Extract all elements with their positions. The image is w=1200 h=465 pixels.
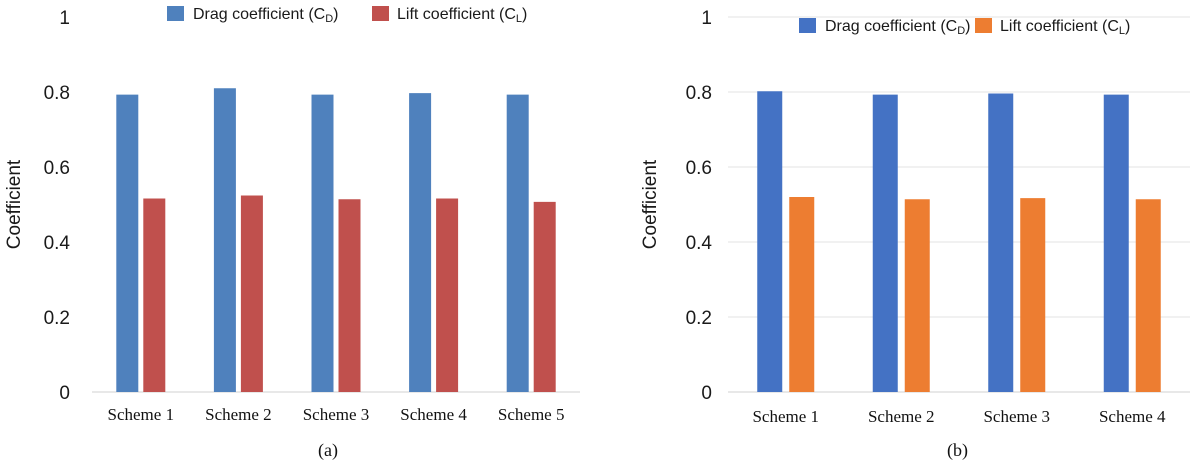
drag-bar [1103,94,1129,392]
drag-bar [757,91,783,392]
lift-bar [143,198,166,392]
drag-bar [409,93,432,392]
lift-bar [1135,199,1161,392]
y-tick-label: 0.4 [686,233,713,254]
chart-panel-b: 0 0.2 0.4 0.6 0.8 1 Coefficient Scheme 1 Scheme … [630,0,1200,465]
lift-bar [904,199,930,392]
drag-bar [506,94,529,392]
panel-label-b: (b) [947,440,968,460]
drag-bar [872,94,898,392]
panel-label-a: (a) [318,440,338,460]
y-tick-label: 1 [59,8,70,29]
x-tick-label: Scheme 4 [400,405,467,424]
legend-swatch [975,18,992,33]
y-tick-label: 0.8 [686,83,712,104]
chart-panel-a: 0 0.2 0.4 0.6 0.8 1 Coefficient Scheme 1 Scheme … [4,6,580,460]
drag-bar [311,94,334,392]
legend-label: Drag coefficient (CD) [193,6,338,25]
legend-label: Lift coefficient (CL) [1000,18,1130,37]
drag-bar [988,93,1014,392]
x-tick-label: Scheme 1 [752,407,819,426]
y-axis-label: Coefficient [640,159,661,249]
lift-bar [1020,198,1046,392]
y-tick-label: 0.6 [44,158,70,179]
y-axis-label: Coefficient [4,159,25,249]
drag-bar [213,88,236,392]
chart-b-svg: 0 0.2 0.4 0.6 0.8 1 Coefficient Scheme 1 Scheme … [640,8,1190,426]
lift-bar [789,197,815,392]
lift-bar [533,201,556,392]
drag-bar [116,94,139,392]
lift-bar [436,198,459,392]
y-tick-label: 1 [701,8,712,29]
y-tick-label: 0.4 [44,233,71,254]
y-tick-label: 0.2 [686,308,712,329]
x-tick-label: Scheme 3 [983,407,1050,426]
y-tick-label: 0.8 [44,83,70,104]
x-tick-label: Scheme 1 [108,405,175,424]
y-tick-label: 0 [701,383,712,404]
y-tick-label: 0.6 [686,158,712,179]
lift-bar [338,199,361,392]
y-tick-label: 0 [59,383,70,404]
legend-swatch [372,6,389,21]
legend-label: Drag coefficient (CD) [825,18,970,37]
legend-label: Lift coefficient (CL) [397,6,527,25]
x-tick-label: Scheme 2 [868,407,935,426]
x-tick-label: Scheme 2 [205,405,272,424]
legend-swatch [799,18,816,33]
chart-a-svg: 0 0.2 0.4 0.6 0.8 1 Coefficient Scheme 1 Scheme … [4,6,580,424]
x-tick-label: Scheme 3 [303,405,370,424]
x-tick-label: Scheme 4 [1099,407,1166,426]
lift-bar [240,195,263,392]
legend-swatch [167,6,184,21]
x-tick-label: Scheme 5 [498,405,565,424]
y-tick-label: 0.2 [44,308,70,329]
